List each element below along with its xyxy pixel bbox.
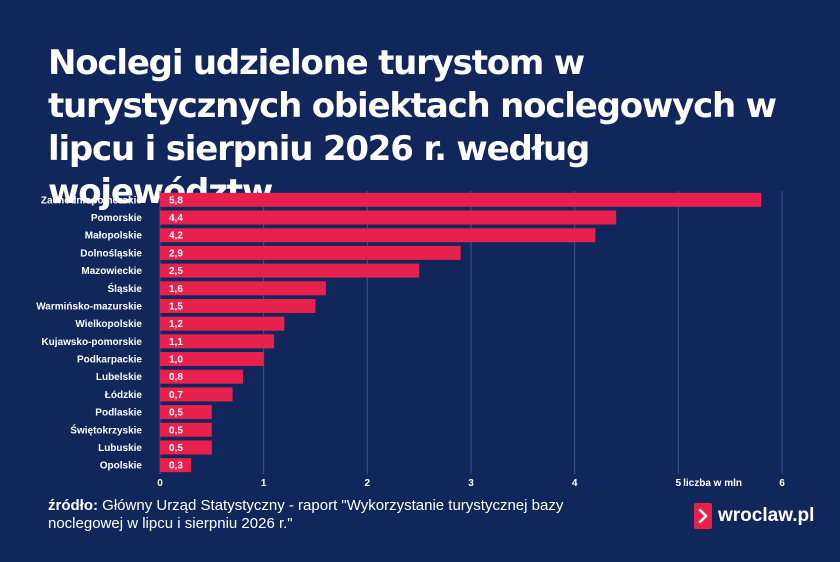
- source-prefix: źródło:: [48, 497, 98, 514]
- x-tick-label: 3: [468, 478, 474, 489]
- bar: [160, 458, 192, 473]
- category-label: Warmińsko-mazurskie: [36, 301, 142, 312]
- value-label: 0,5: [169, 443, 183, 454]
- category-label: Dolnośląskie: [80, 248, 142, 259]
- value-label: 0,3: [169, 461, 183, 472]
- value-label: 0,8: [169, 372, 183, 383]
- category-label: Zachodniopomorskie: [41, 195, 143, 206]
- category-label: Lubuskie: [98, 443, 142, 454]
- bar: [160, 334, 275, 349]
- value-label: 4,2: [169, 231, 183, 242]
- category-label: Łódzkie: [105, 390, 143, 401]
- x-tick-label: 6: [779, 478, 785, 489]
- bar: [160, 369, 243, 384]
- unit-label: liczba w mln: [683, 478, 742, 489]
- logo-text: wroclaw.pl: [718, 505, 815, 526]
- bar: [160, 263, 420, 278]
- bar: [160, 281, 326, 296]
- bar: [160, 192, 762, 207]
- value-label: 1,0: [169, 355, 183, 366]
- value-label: 0,7: [169, 390, 183, 401]
- category-label: Mazowieckie: [81, 266, 142, 277]
- bar: [160, 422, 212, 437]
- bar: [160, 352, 264, 367]
- x-tick-label: 4: [572, 478, 578, 489]
- chevron-right-icon: [694, 503, 712, 529]
- source-text: Główny Urząd Statystyczny - raport "Wyko…: [48, 497, 564, 532]
- source-note: źródło: Główny Urząd Statystyczny - rapo…: [48, 497, 608, 533]
- category-label: Pomorskie: [91, 213, 143, 224]
- value-label: 1,2: [169, 319, 183, 330]
- x-tick-labels: 0 1 2 3 4 5 6: [157, 478, 785, 489]
- bar: [160, 387, 233, 402]
- value-label: 0,5: [169, 408, 183, 419]
- x-tick-label: 2: [365, 478, 371, 489]
- category-label: Śląskie: [108, 282, 143, 295]
- category-label: Wielkopolskie: [75, 319, 142, 330]
- value-label: 1,5: [169, 301, 183, 312]
- category-label: Lubelskie: [96, 372, 143, 383]
- category-labels: Zachodniopomorskie Pomorskie Małopolskie Do…: [36, 195, 142, 471]
- value-label: 1,1: [169, 337, 183, 348]
- value-label: 0,5: [169, 425, 183, 436]
- bars: [160, 192, 762, 473]
- category-label: Świętokrzyskie: [70, 423, 142, 436]
- x-tick-label: 1: [261, 478, 267, 489]
- value-label: 2,9: [169, 248, 183, 259]
- brand-logo[interactable]: wroclaw.pl: [694, 503, 814, 529]
- category-label: Opolskie: [100, 461, 143, 472]
- bar: [160, 405, 212, 420]
- category-label: Podlaskie: [95, 408, 142, 419]
- value-label: 1,6: [169, 284, 183, 295]
- category-label: Kujawsko-pomorskie: [41, 337, 142, 348]
- bar: [160, 298, 316, 313]
- value-label: 5,8: [169, 195, 183, 206]
- x-tick-label: 5: [676, 478, 682, 489]
- category-label: Podkarpackie: [77, 355, 142, 366]
- value-labels: 5,8 4,4 4,2 2,9 2,5 1,6 1,5 1,2 1,1 1,0 0,8 0,7 0,5 0…: [169, 195, 183, 471]
- bar: [160, 440, 212, 455]
- value-label: 4,4: [169, 213, 183, 224]
- category-label: Małopolskie: [85, 231, 143, 242]
- bar: [160, 245, 461, 260]
- value-label: 2,5: [169, 266, 183, 277]
- bar: [160, 228, 596, 243]
- x-tick-label: 0: [157, 478, 163, 489]
- bar: [160, 316, 285, 331]
- bar: [160, 210, 617, 225]
- chart-title: Noclegi udzielone turystom w turystyczny…: [48, 43, 777, 212]
